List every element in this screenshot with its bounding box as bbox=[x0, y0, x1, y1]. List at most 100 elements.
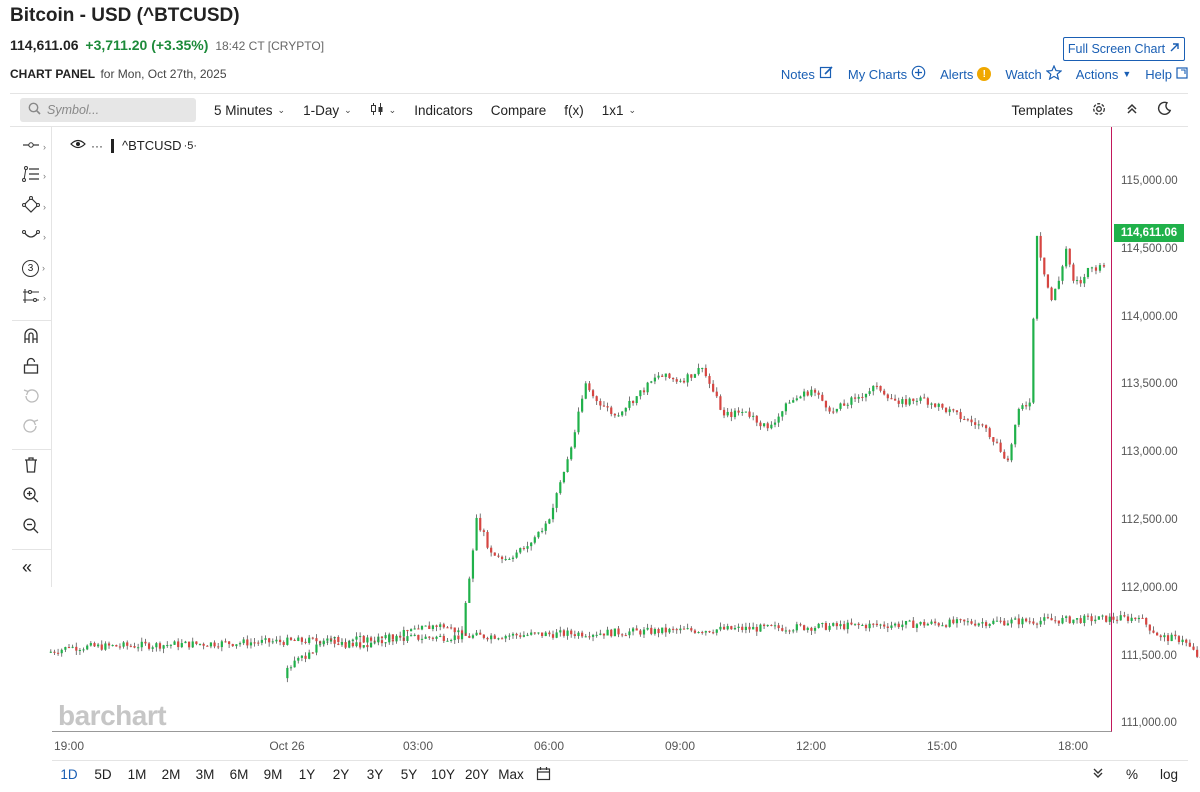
percent-toggle[interactable]: % bbox=[1125, 767, 1138, 782]
my-charts-button[interactable]: My Charts bbox=[848, 65, 926, 83]
range-5d[interactable]: 5D bbox=[94, 767, 112, 782]
chevron-right-icon: › bbox=[43, 171, 46, 181]
full-screen-chart-button[interactable]: Full Screen Chart bbox=[1063, 37, 1185, 61]
help-button[interactable]: Help bbox=[1145, 67, 1188, 82]
symbol-input[interactable]: Symbol... bbox=[20, 98, 196, 122]
indicators-button[interactable]: Indicators bbox=[414, 102, 473, 118]
collapse-icon: « bbox=[22, 556, 33, 577]
compare-button[interactable]: Compare bbox=[490, 102, 547, 118]
measure-tool-icon bbox=[22, 288, 40, 309]
range-5y[interactable]: 5Y bbox=[400, 767, 418, 782]
fib-tool[interactable]: › bbox=[22, 165, 52, 187]
curve-tool[interactable]: › bbox=[22, 227, 52, 247]
fib-tool-icon bbox=[22, 165, 40, 187]
range-1m[interactable]: 1M bbox=[127, 767, 147, 782]
notes-button[interactable]: Notes bbox=[781, 65, 834, 83]
range-2y[interactable]: 2Y bbox=[332, 767, 350, 782]
eye-icon[interactable] bbox=[70, 138, 86, 153]
candle-down bbox=[1188, 642, 1191, 647]
range-3m[interactable]: 3M bbox=[195, 767, 215, 782]
alert-badge-icon: ! bbox=[977, 67, 992, 81]
range-3y[interactable]: 3Y bbox=[366, 767, 384, 782]
log-toggle[interactable]: log bbox=[1159, 767, 1178, 782]
chevrons-down-icon[interactable] bbox=[1092, 767, 1104, 782]
templates-button[interactable]: Templates bbox=[1011, 102, 1073, 118]
period-label: 1-Day bbox=[303, 102, 340, 118]
dark-mode-icon[interactable] bbox=[1157, 101, 1172, 119]
range-1y[interactable]: 1Y bbox=[298, 767, 316, 782]
candle-up bbox=[1137, 617, 1141, 620]
x-tick: 06:00 bbox=[533, 739, 565, 753]
range-10y[interactable]: 10Y bbox=[430, 767, 456, 782]
actions-menu[interactable]: Actions ▼ bbox=[1076, 67, 1132, 82]
full-screen-label: Full Screen Chart bbox=[1067, 42, 1166, 56]
lock-tool[interactable] bbox=[22, 357, 52, 378]
more-icon[interactable]: ··· bbox=[91, 138, 103, 153]
chart-type-dropdown[interactable]: ⌄ bbox=[370, 102, 397, 119]
help-label: Help bbox=[1145, 66, 1172, 82]
layout-dropdown[interactable]: 1x1 ⌄ bbox=[602, 103, 636, 118]
watch-button[interactable]: Watch bbox=[1005, 64, 1063, 83]
curve-tool-icon bbox=[22, 228, 40, 247]
period-dropdown[interactable]: 1-Day ⌄ bbox=[303, 103, 352, 118]
help-window-icon bbox=[1176, 66, 1188, 82]
chevron-down-icon: ⌄ bbox=[344, 104, 352, 115]
y-tick: 113,000.00 bbox=[1121, 446, 1178, 458]
candle-down bbox=[1177, 636, 1181, 643]
chart-area[interactable] bbox=[52, 127, 1112, 732]
magnet-tool[interactable] bbox=[22, 327, 52, 348]
tool-divider bbox=[12, 549, 52, 550]
y-tick: 111,500.00 bbox=[1121, 650, 1177, 662]
zoom-in-icon bbox=[22, 486, 40, 509]
alerts-button[interactable]: Alerts ! bbox=[940, 67, 992, 82]
range-20y[interactable]: 20Y bbox=[464, 767, 490, 782]
function-button[interactable]: f(x) bbox=[564, 102, 584, 118]
symbol-placeholder: Symbol... bbox=[47, 103, 100, 117]
range-bar-right: % log bbox=[1092, 767, 1178, 782]
line-tool[interactable]: › bbox=[22, 137, 52, 157]
chevron-down-icon: ⌄ bbox=[388, 104, 397, 115]
candle-up bbox=[1119, 615, 1122, 621]
interval-dropdown[interactable]: 5 Minutes ⌄ bbox=[214, 103, 285, 118]
y-tick: 114,000.00 bbox=[1121, 311, 1178, 323]
range-6m[interactable]: 6M bbox=[229, 767, 249, 782]
chevron-right-icon: › bbox=[43, 142, 46, 152]
candle-down bbox=[1174, 634, 1177, 637]
range-max[interactable]: Max bbox=[498, 767, 524, 782]
zoom-out-icon bbox=[22, 517, 40, 540]
range-2m[interactable]: 2M bbox=[161, 767, 181, 782]
undo-button[interactable] bbox=[22, 388, 52, 408]
candle-down bbox=[1152, 630, 1155, 633]
panel-title: CHART PANEL bbox=[10, 67, 96, 81]
line-tool-icon bbox=[22, 138, 40, 156]
range-1d[interactable]: 1D bbox=[60, 767, 78, 782]
my-charts-label: My Charts bbox=[847, 66, 908, 82]
candle-down bbox=[1115, 619, 1119, 621]
redo-button[interactable] bbox=[22, 418, 52, 438]
quote-time: 18:42 CT [CRYPTO] bbox=[215, 39, 325, 53]
interval-label: 5 Minutes bbox=[214, 102, 273, 118]
page-title: Bitcoin - USD (^BTCUSD) bbox=[10, 5, 240, 26]
y-tick: 112,000.00 bbox=[1121, 582, 1178, 594]
zoom-in-button[interactable] bbox=[22, 486, 52, 509]
shape-tool[interactable]: › bbox=[22, 195, 52, 217]
undo-icon bbox=[22, 387, 40, 410]
chevron-right-icon: › bbox=[43, 293, 46, 303]
candle-up bbox=[1163, 635, 1166, 638]
star-icon bbox=[1045, 64, 1063, 83]
chevron-right-icon: › bbox=[42, 263, 45, 273]
delete-button[interactable] bbox=[22, 456, 52, 477]
candle-down bbox=[1192, 646, 1195, 650]
zoom-out-button[interactable] bbox=[22, 517, 52, 540]
x-tick: 15:00 bbox=[926, 739, 958, 753]
chevrons-up-icon[interactable] bbox=[1125, 102, 1139, 119]
series-color-swatch bbox=[111, 138, 114, 153]
expand-arrow-icon bbox=[1169, 42, 1180, 56]
collapse-sidebar-button[interactable]: « bbox=[22, 557, 52, 577]
candle-down bbox=[1145, 618, 1148, 625]
counter-tool[interactable]: 3 › bbox=[22, 258, 52, 278]
calendar-icon[interactable] bbox=[536, 766, 551, 784]
range-9m[interactable]: 9M bbox=[263, 767, 283, 782]
gear-icon[interactable] bbox=[1091, 101, 1107, 120]
measure-tool[interactable]: › bbox=[22, 288, 52, 308]
